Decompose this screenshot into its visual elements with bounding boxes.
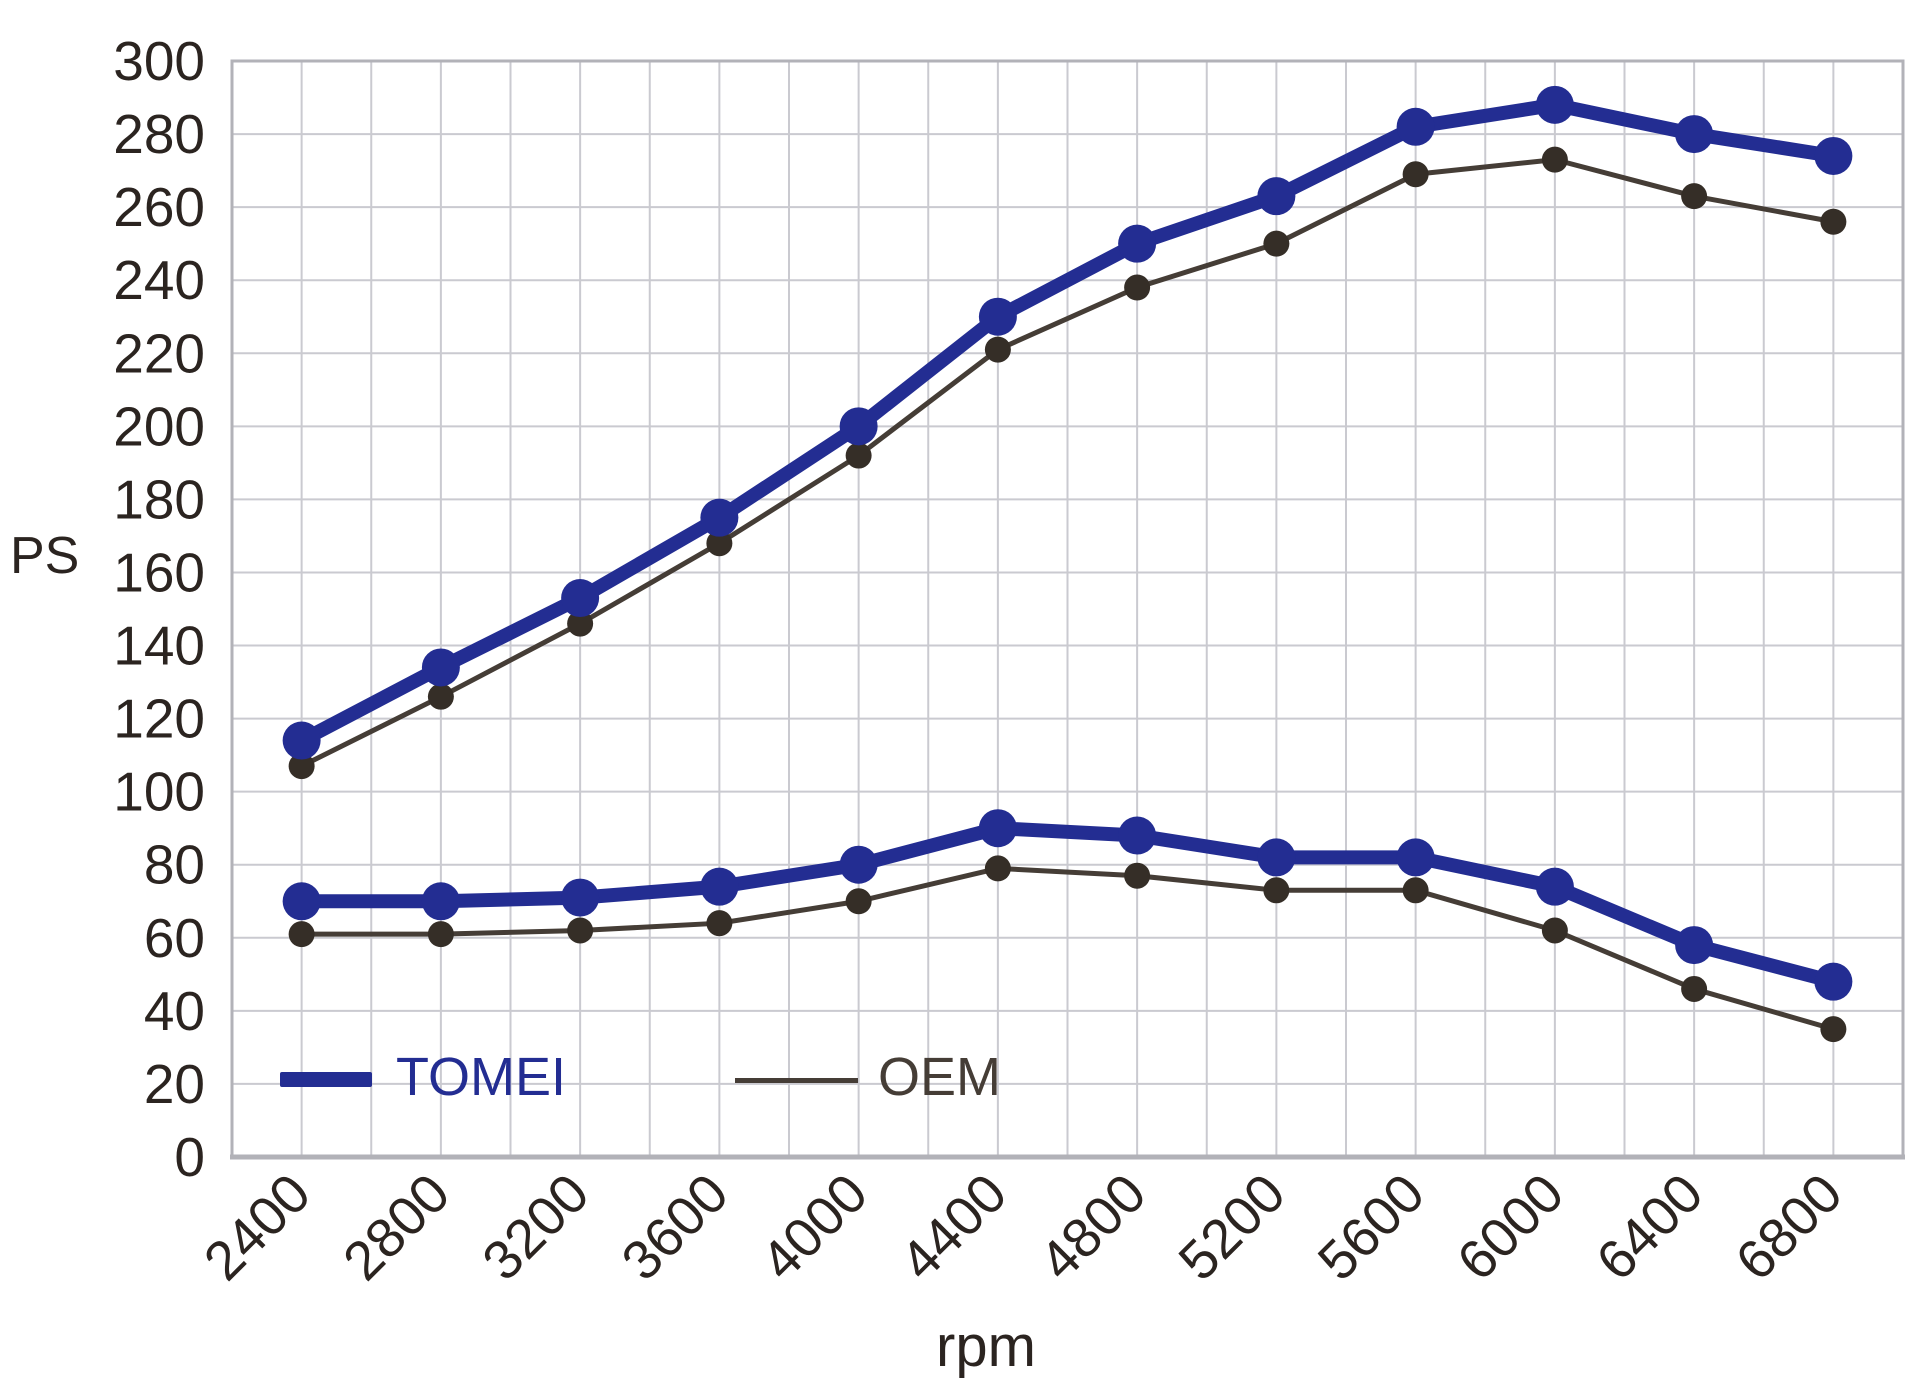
- series-dot-tomei-torque: [978, 809, 1017, 848]
- y-tick-label: 140: [113, 615, 205, 677]
- series-dot-tomei-torque: [561, 878, 600, 917]
- x-tick-label: 3600: [609, 1162, 739, 1292]
- x-tick-label: 6800: [1723, 1162, 1853, 1292]
- series-dot-oem-torque: [1541, 917, 1568, 944]
- x-tick-label: 2800: [331, 1162, 461, 1292]
- legend-oem-label: OEM: [878, 1047, 1002, 1107]
- series-dot-tomei-power: [1118, 224, 1157, 263]
- y-tick-label: 40: [144, 980, 205, 1042]
- x-tick-label: 4000: [749, 1162, 879, 1292]
- legend-oem-swatch: [735, 1078, 858, 1083]
- legend-tomei-label: TOMEI: [396, 1047, 567, 1107]
- series-dot-tomei-power: [421, 648, 460, 687]
- x-tick-label: 4800: [1027, 1162, 1157, 1292]
- series-dot-tomei-torque: [1118, 816, 1157, 855]
- series-dot-tomei-torque: [839, 845, 878, 884]
- y-tick-label: 220: [113, 322, 205, 384]
- y-tick-label: 160: [113, 541, 205, 603]
- x-tick-label: 6400: [1584, 1162, 1714, 1292]
- series-dot-tomei-power: [561, 579, 600, 618]
- series-dot-tomei-torque: [1675, 926, 1714, 965]
- series-dot-tomei-power: [1257, 177, 1296, 216]
- x-tick-label: 6000: [1445, 1162, 1575, 1292]
- series-dot-oem-power: [288, 753, 315, 780]
- y-tick-label: 20: [144, 1053, 205, 1115]
- series-dot-oem-torque: [427, 921, 454, 948]
- y-tick-label: 60: [144, 907, 205, 969]
- y-tick-label: 120: [113, 688, 205, 750]
- series-dot-tomei-power: [1535, 85, 1574, 124]
- series-line-oem-torque: [299, 865, 1836, 1032]
- series-dot-oem-power: [1124, 274, 1151, 301]
- x-tick-label: 4400: [888, 1162, 1018, 1292]
- x-tick-label: 2400: [192, 1162, 322, 1292]
- legend-tomei-swatch: [280, 1072, 372, 1087]
- series-dot-tomei-power: [839, 407, 878, 446]
- series-line-tomei-torque: [294, 821, 1841, 989]
- y-tick-label: 300: [113, 30, 205, 92]
- series-dot-oem-power: [567, 610, 594, 637]
- x-tick-label: 3200: [470, 1162, 600, 1292]
- series-dot-oem-torque: [1820, 1016, 1847, 1043]
- series-dot-oem-power: [1681, 183, 1708, 210]
- y-tick-label: 180: [113, 468, 205, 530]
- x-tick-label: 5600: [1306, 1162, 1436, 1292]
- x-axis-label: rpm: [936, 1314, 1036, 1379]
- series-dot-oem-torque: [1263, 877, 1290, 904]
- series-dot-oem-power: [845, 442, 872, 469]
- series-dot-oem-torque: [567, 917, 594, 944]
- series-dot-tomei-torque: [282, 882, 321, 921]
- series-dot-tomei-torque: [1535, 867, 1574, 906]
- series-dot-tomei-power: [1675, 115, 1714, 154]
- series-dot-oem-torque: [288, 921, 315, 948]
- series-dot-oem-torque: [706, 910, 733, 937]
- y-tick-label: 240: [113, 249, 205, 311]
- series-dot-oem-power: [1541, 146, 1568, 173]
- x-tick-label: 5200: [1166, 1162, 1296, 1292]
- y-axis-label: PS: [10, 527, 80, 585]
- series-dot-tomei-power: [282, 721, 321, 760]
- series-dot-oem-power: [984, 336, 1011, 363]
- series-dot-oem-torque: [1124, 862, 1151, 889]
- series-dot-oem-torque: [984, 855, 1011, 882]
- series-dot-oem-power: [1820, 208, 1847, 235]
- y-tick-label: 0: [174, 1126, 205, 1188]
- y-tick-label: 100: [113, 761, 205, 823]
- y-tick-label: 80: [144, 834, 205, 896]
- series-dot-oem-torque: [845, 888, 872, 915]
- series-dot-tomei-power: [700, 498, 739, 537]
- series-dot-oem-torque: [1402, 877, 1429, 904]
- series-dot-oem-power: [427, 683, 454, 710]
- series-dot-oem-power: [1402, 161, 1429, 188]
- series-dot-tomei-power: [1396, 107, 1435, 146]
- series-dot-oem-torque: [1681, 975, 1708, 1002]
- series-dot-tomei-power: [1814, 136, 1853, 175]
- series-dot-tomei-torque: [1396, 838, 1435, 877]
- series-dot-tomei-torque: [421, 882, 460, 921]
- series-line-oem-power: [299, 157, 1836, 769]
- series-dot-tomei-torque: [1257, 838, 1296, 877]
- series-dot-oem-power: [706, 530, 733, 557]
- y-tick-label: 260: [113, 176, 205, 238]
- series-dot-tomei-torque: [1814, 962, 1853, 1001]
- series-dot-tomei-power: [978, 297, 1017, 336]
- series-line-tomei-power: [294, 97, 1841, 748]
- y-tick-label: 200: [113, 395, 205, 457]
- series-dot-oem-power: [1263, 230, 1290, 257]
- series-dot-tomei-torque: [700, 867, 739, 906]
- y-tick-label: 280: [113, 103, 205, 165]
